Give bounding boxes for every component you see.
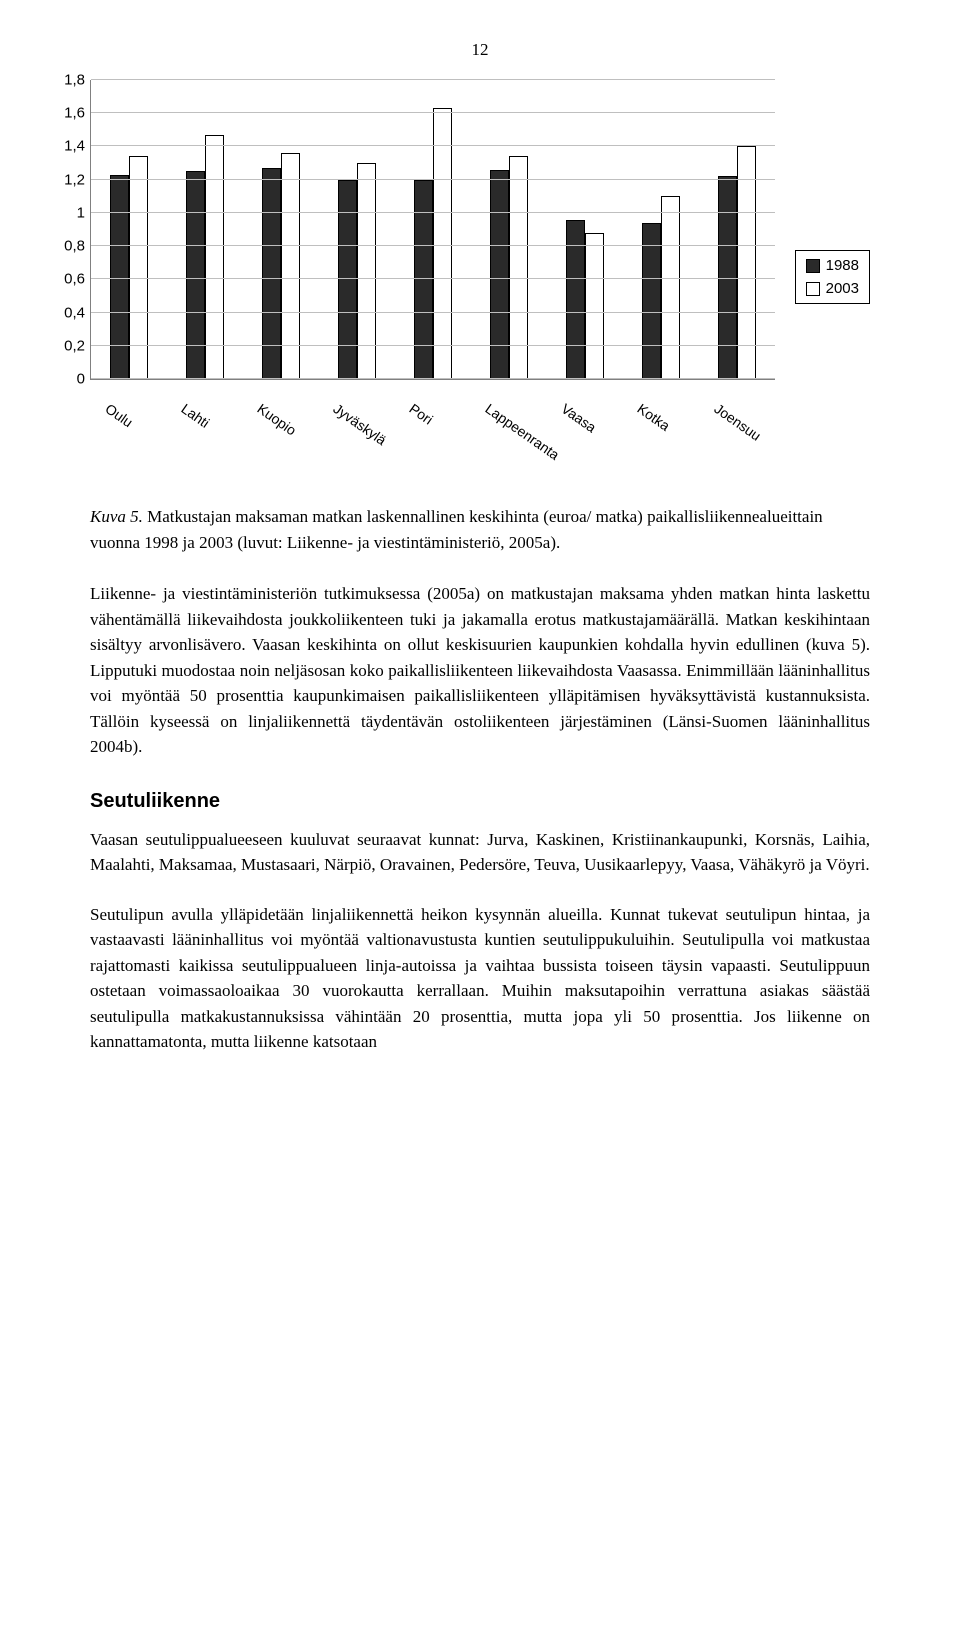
figure-caption: Kuva 5. Matkustajan maksaman matkan lask… — [90, 504, 870, 555]
section-heading-seutuliikenne: Seutuliikenne — [90, 790, 870, 813]
page-number: 12 — [90, 40, 870, 60]
bar — [357, 163, 376, 379]
gridline — [91, 145, 775, 146]
bar — [490, 170, 509, 379]
paragraph-3: Seutulipun avulla ylläpidetään linjaliik… — [90, 902, 870, 1055]
gridline — [91, 378, 775, 379]
figure-caption-label: Kuva 5. — [90, 507, 143, 526]
bar — [186, 171, 205, 379]
y-tick-label: 0,8 — [64, 238, 91, 255]
y-tick-label: 1,8 — [64, 72, 91, 89]
paragraph-1: Liikenne- ja viestintäministeriön tutkim… — [90, 581, 870, 760]
legend-label: 2003 — [826, 280, 859, 297]
bar-group — [490, 80, 528, 379]
gridline — [91, 79, 775, 80]
bar — [661, 196, 680, 379]
gridline — [91, 345, 775, 346]
y-tick-label: 0,4 — [64, 304, 91, 321]
y-tick-label: 1 — [77, 204, 91, 221]
bar — [566, 220, 585, 379]
legend-swatch — [806, 282, 820, 296]
gridline — [91, 179, 775, 180]
y-tick-label: 0,2 — [64, 337, 91, 354]
x-axis-labels: OuluLahtiKuopioJyväskyläPoriLappeenranta… — [90, 388, 775, 404]
paragraph-2: Vaasan seutulippualueeseen kuuluvat seur… — [90, 827, 870, 878]
bar-group — [186, 80, 224, 379]
bar-group — [566, 80, 604, 379]
gridline — [91, 278, 775, 279]
y-tick-label: 1,4 — [64, 138, 91, 155]
gridline — [91, 312, 775, 313]
gridline — [91, 245, 775, 246]
legend-swatch — [806, 259, 820, 273]
y-tick-label: 1,2 — [64, 171, 91, 188]
gridline — [91, 212, 775, 213]
chart-legend: 1988 2003 — [795, 250, 870, 304]
y-tick-label: 1,6 — [64, 105, 91, 122]
y-tick-label: 0 — [77, 371, 91, 388]
bar — [642, 223, 661, 379]
legend-item: 2003 — [806, 280, 859, 297]
bar-group — [414, 80, 452, 379]
cost-per-trip-chart: 00,20,40,60,811,21,41,61,8 OuluLahtiKuop… — [90, 80, 870, 474]
gridline — [91, 112, 775, 113]
bar — [433, 108, 452, 379]
bar — [262, 168, 281, 379]
bar-group — [110, 80, 148, 379]
legend-item: 1988 — [806, 257, 859, 274]
legend-label: 1988 — [826, 257, 859, 274]
y-tick-label: 0,6 — [64, 271, 91, 288]
bar-group — [262, 80, 300, 379]
plot-area: 00,20,40,60,811,21,41,61,8 — [90, 80, 775, 380]
bar — [585, 233, 604, 379]
figure-caption-text: Matkustajan maksaman matkan laskennallin… — [90, 507, 823, 552]
bar-group — [718, 80, 756, 379]
bar-group — [338, 80, 376, 379]
bar — [205, 135, 224, 379]
bar-group — [642, 80, 680, 379]
bar — [110, 175, 129, 379]
